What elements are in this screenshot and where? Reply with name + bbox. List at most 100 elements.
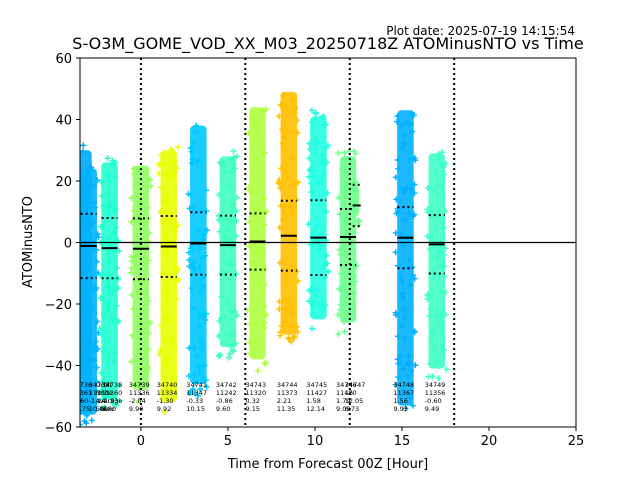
orbit-point <box>253 125 260 132</box>
orbit-point <box>317 303 324 310</box>
orbit-point <box>109 287 116 294</box>
orbit-point <box>253 258 260 265</box>
orbit-point <box>227 169 234 176</box>
orbit-point <box>411 181 418 188</box>
orbit-point <box>192 379 199 386</box>
orbit-points-34737 <box>80 165 102 424</box>
orbit-point <box>222 234 229 241</box>
orbit-point <box>233 270 240 277</box>
orbit-stat-text: 6.73 <box>345 405 359 413</box>
orbit-point <box>244 307 251 314</box>
orbit-point <box>411 154 418 161</box>
orbit-point <box>109 157 116 164</box>
orbit-point <box>130 165 137 172</box>
chart-title: S-O3M_GOME_VOD_XX_M03_20250718Z ATOMinus… <box>72 34 583 54</box>
orbit-stat-text: 34737 <box>89 381 110 389</box>
orbit-point <box>320 156 327 163</box>
orbit-point <box>280 168 287 175</box>
orbit-point <box>156 351 163 358</box>
orbit-point <box>246 218 253 225</box>
orbit-stat-text: 34741 <box>186 381 207 389</box>
plot-date: Plot date: 2025-07-19 14:15:54 <box>386 24 575 38</box>
orbit-point <box>305 221 312 228</box>
orbit-point <box>81 212 88 219</box>
orbit-point <box>199 236 206 243</box>
orbit-point <box>161 233 168 240</box>
orbit-point <box>80 220 83 227</box>
orbit-point <box>285 334 292 341</box>
orbit-point <box>294 117 301 124</box>
orbit-point <box>85 366 92 373</box>
orbit-point <box>393 210 400 217</box>
orbit-point <box>142 254 149 261</box>
orbit-point <box>186 344 193 351</box>
orbit-point <box>277 184 284 191</box>
orbit-point <box>215 353 222 360</box>
orbit-point <box>106 238 113 245</box>
orbit-point <box>306 298 313 305</box>
orbit-point <box>93 364 100 371</box>
orbit-point <box>405 157 412 164</box>
orbit-point <box>343 226 350 233</box>
orbit-point <box>254 130 261 137</box>
orbit-point <box>220 250 227 257</box>
orbit-point <box>80 374 83 381</box>
orbit-point <box>193 129 200 136</box>
orbit-point <box>340 244 347 251</box>
orbit-point <box>83 301 90 308</box>
orbit-point <box>100 348 107 355</box>
orbit-point <box>175 277 182 284</box>
orbit-point <box>163 216 170 223</box>
orbit-point <box>306 155 313 162</box>
orbit-point <box>286 322 293 329</box>
orbit-point <box>399 143 406 150</box>
orbit-point <box>193 159 200 166</box>
orbit-point <box>142 288 149 295</box>
orbit-point <box>276 224 283 231</box>
orbit-point <box>286 303 293 310</box>
orbit-point <box>428 336 435 343</box>
orbit-point <box>280 209 287 216</box>
orbit-point <box>97 223 104 230</box>
orbit-point <box>277 202 284 209</box>
orbit-point <box>188 285 195 292</box>
orbit-point <box>197 263 204 270</box>
orbit-stat-text: 11427 <box>306 389 327 397</box>
orbit-point <box>309 301 316 308</box>
y-tick-label: 0 <box>64 237 72 252</box>
orbit-point <box>72 257 78 263</box>
orbit-point <box>247 321 254 328</box>
orbit-point <box>276 305 283 312</box>
orbit-point <box>348 229 355 236</box>
orbit-point <box>230 346 237 353</box>
orbit-point <box>284 274 291 281</box>
orbit-point <box>109 400 116 407</box>
orbit-point <box>263 311 270 318</box>
orbit-point <box>94 231 101 238</box>
orbit-point <box>282 174 289 181</box>
orbit-point <box>223 224 230 231</box>
orbit-point <box>197 311 204 318</box>
orbit-point <box>170 276 177 283</box>
orbit-point <box>224 183 231 190</box>
orbit-point <box>294 328 301 335</box>
orbit-point <box>308 188 315 195</box>
orbit-point <box>353 263 360 270</box>
orbit-point <box>276 259 283 266</box>
orbit-point <box>147 183 154 190</box>
orbit-point <box>195 364 202 371</box>
orbit-point <box>166 354 173 361</box>
orbit-point <box>106 273 113 280</box>
orbit-point <box>185 190 192 197</box>
orbit-point <box>218 293 225 300</box>
orbit-point <box>412 362 419 369</box>
orbit-point <box>280 102 287 109</box>
orbit-point <box>230 330 237 337</box>
orbit-point <box>261 149 268 156</box>
plot-area: 3473611361-0.6010.753473711353-1.1410.46… <box>72 58 576 427</box>
orbit-stat-text: 9.60 <box>216 405 230 413</box>
orbit-point <box>405 352 412 359</box>
orbit-point <box>429 331 436 338</box>
orbit-point <box>261 303 268 310</box>
orbit-point <box>198 276 205 283</box>
